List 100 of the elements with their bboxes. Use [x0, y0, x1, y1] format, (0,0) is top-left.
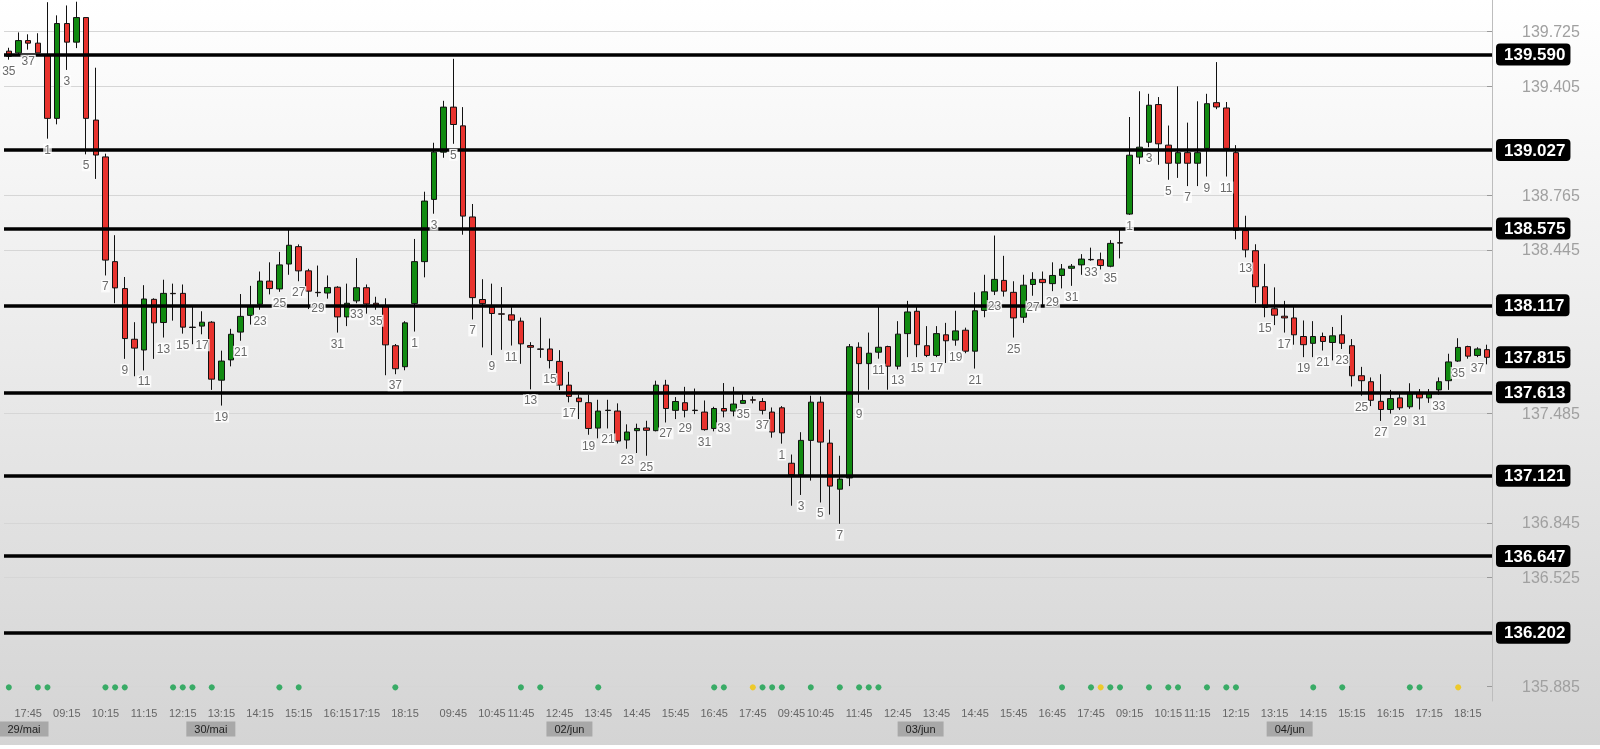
candlestick [498, 286, 505, 351]
candlestick [1339, 314, 1345, 350]
text: 13 [156, 341, 171, 356]
candlestick [15, 31, 22, 56]
text: 03/jun [905, 723, 936, 735]
text: 35 [2, 63, 16, 78]
text: 15 [176, 337, 190, 352]
text: 37 [21, 53, 35, 68]
x-tick-label: 10:15 [91, 706, 120, 719]
x-tick-label: 11:15 [130, 706, 158, 719]
text: 137.815 [1504, 347, 1566, 367]
candlestick [924, 325, 930, 358]
candlestick [721, 382, 727, 418]
x-tick-label: 14:15 [1299, 706, 1328, 719]
text: 13 [523, 393, 538, 408]
candlestick [44, 1, 51, 140]
candlestick [1194, 100, 1201, 187]
text: 3 [797, 498, 805, 513]
text: 23 [987, 299, 1002, 314]
candlestick [547, 338, 553, 369]
text: 29/mai [7, 723, 41, 735]
x-tick-label: 13:15 [207, 706, 236, 719]
candlestick [295, 243, 302, 282]
candlestick [431, 142, 437, 215]
x-tick-label: 15:15 [284, 706, 313, 719]
x-tick-label: 17:45 [14, 706, 42, 719]
text: 31 [330, 336, 345, 351]
candlestick [93, 67, 99, 180]
candlestick [952, 310, 959, 347]
text: 7 [102, 279, 109, 294]
text: 7 [1184, 190, 1191, 205]
candlestick [875, 306, 882, 360]
candlestick [237, 293, 244, 342]
candlestick [634, 423, 640, 454]
candlestick [788, 454, 795, 507]
x-tick-label: 11:45 [845, 706, 873, 719]
x-tick-label: 17:15 [1415, 706, 1443, 719]
candlestick [827, 429, 833, 516]
candlestick [1175, 85, 1181, 179]
text: 37 [755, 418, 770, 433]
text: 25 [639, 459, 654, 474]
candlestick [682, 386, 688, 418]
candlestick [102, 153, 109, 276]
text: 21 [1316, 354, 1330, 369]
text: 33 [350, 307, 364, 322]
candlestick [730, 386, 737, 417]
text: 21 [968, 372, 982, 387]
candlestick [750, 395, 756, 404]
y-tick-label: 138.765 [1522, 186, 1580, 204]
text: 13 [891, 373, 905, 388]
x-tick-label: 09:15 [53, 706, 81, 719]
text: 25 [1007, 341, 1021, 356]
ref-line-label: 137.613 [1504, 382, 1566, 402]
candlestick [1465, 345, 1471, 360]
candlestick [537, 317, 544, 359]
candlestick [1059, 263, 1065, 289]
x-tick-label: 15:45 [661, 706, 690, 719]
candlestick [1329, 326, 1336, 361]
candlestick [218, 350, 225, 407]
candlestick [208, 320, 215, 391]
text: 1 [411, 335, 418, 350]
text: 1 [44, 142, 51, 157]
y-tick-label: 138.445 [1522, 241, 1580, 259]
candlestick [1117, 229, 1123, 259]
text: 35 [1451, 365, 1465, 380]
x-tick-label: 11:45 [507, 706, 535, 719]
candlestick [353, 257, 360, 304]
candlestick [972, 291, 978, 370]
candlestick [1233, 144, 1239, 240]
y-tick-label: 136.525 [1522, 568, 1580, 586]
candlestick [305, 268, 312, 310]
x-tick-label: 16:15 [323, 706, 352, 719]
candlestick [759, 397, 766, 415]
text: 37 [1470, 361, 1485, 376]
text: 15 [543, 372, 557, 387]
text: 3 [63, 73, 71, 88]
candlestick [904, 300, 911, 358]
candlestick [885, 345, 891, 391]
candlestick [1030, 271, 1036, 297]
text: 9 [121, 362, 129, 377]
x-tick-label: 17:45 [739, 706, 767, 719]
text: 5 [449, 147, 457, 162]
candlestick [469, 203, 476, 320]
text: 37 [388, 378, 402, 393]
text: 35 [736, 407, 750, 422]
text: 19 [949, 349, 963, 364]
text: 27 [1374, 424, 1388, 439]
candlestick [962, 327, 969, 354]
candlestick [595, 399, 601, 439]
candlestick [1445, 353, 1452, 391]
x-tick-label: 13:45 [584, 706, 612, 719]
x-tick-label: 16:45 [700, 706, 728, 719]
text: 9 [1203, 180, 1211, 195]
candlestick [614, 402, 621, 444]
text: 17 [562, 406, 576, 421]
candlestick [1146, 93, 1152, 148]
candlestick [411, 238, 418, 333]
candlestick [1107, 239, 1114, 268]
candlestick [527, 341, 534, 390]
text: 31 [697, 434, 712, 449]
